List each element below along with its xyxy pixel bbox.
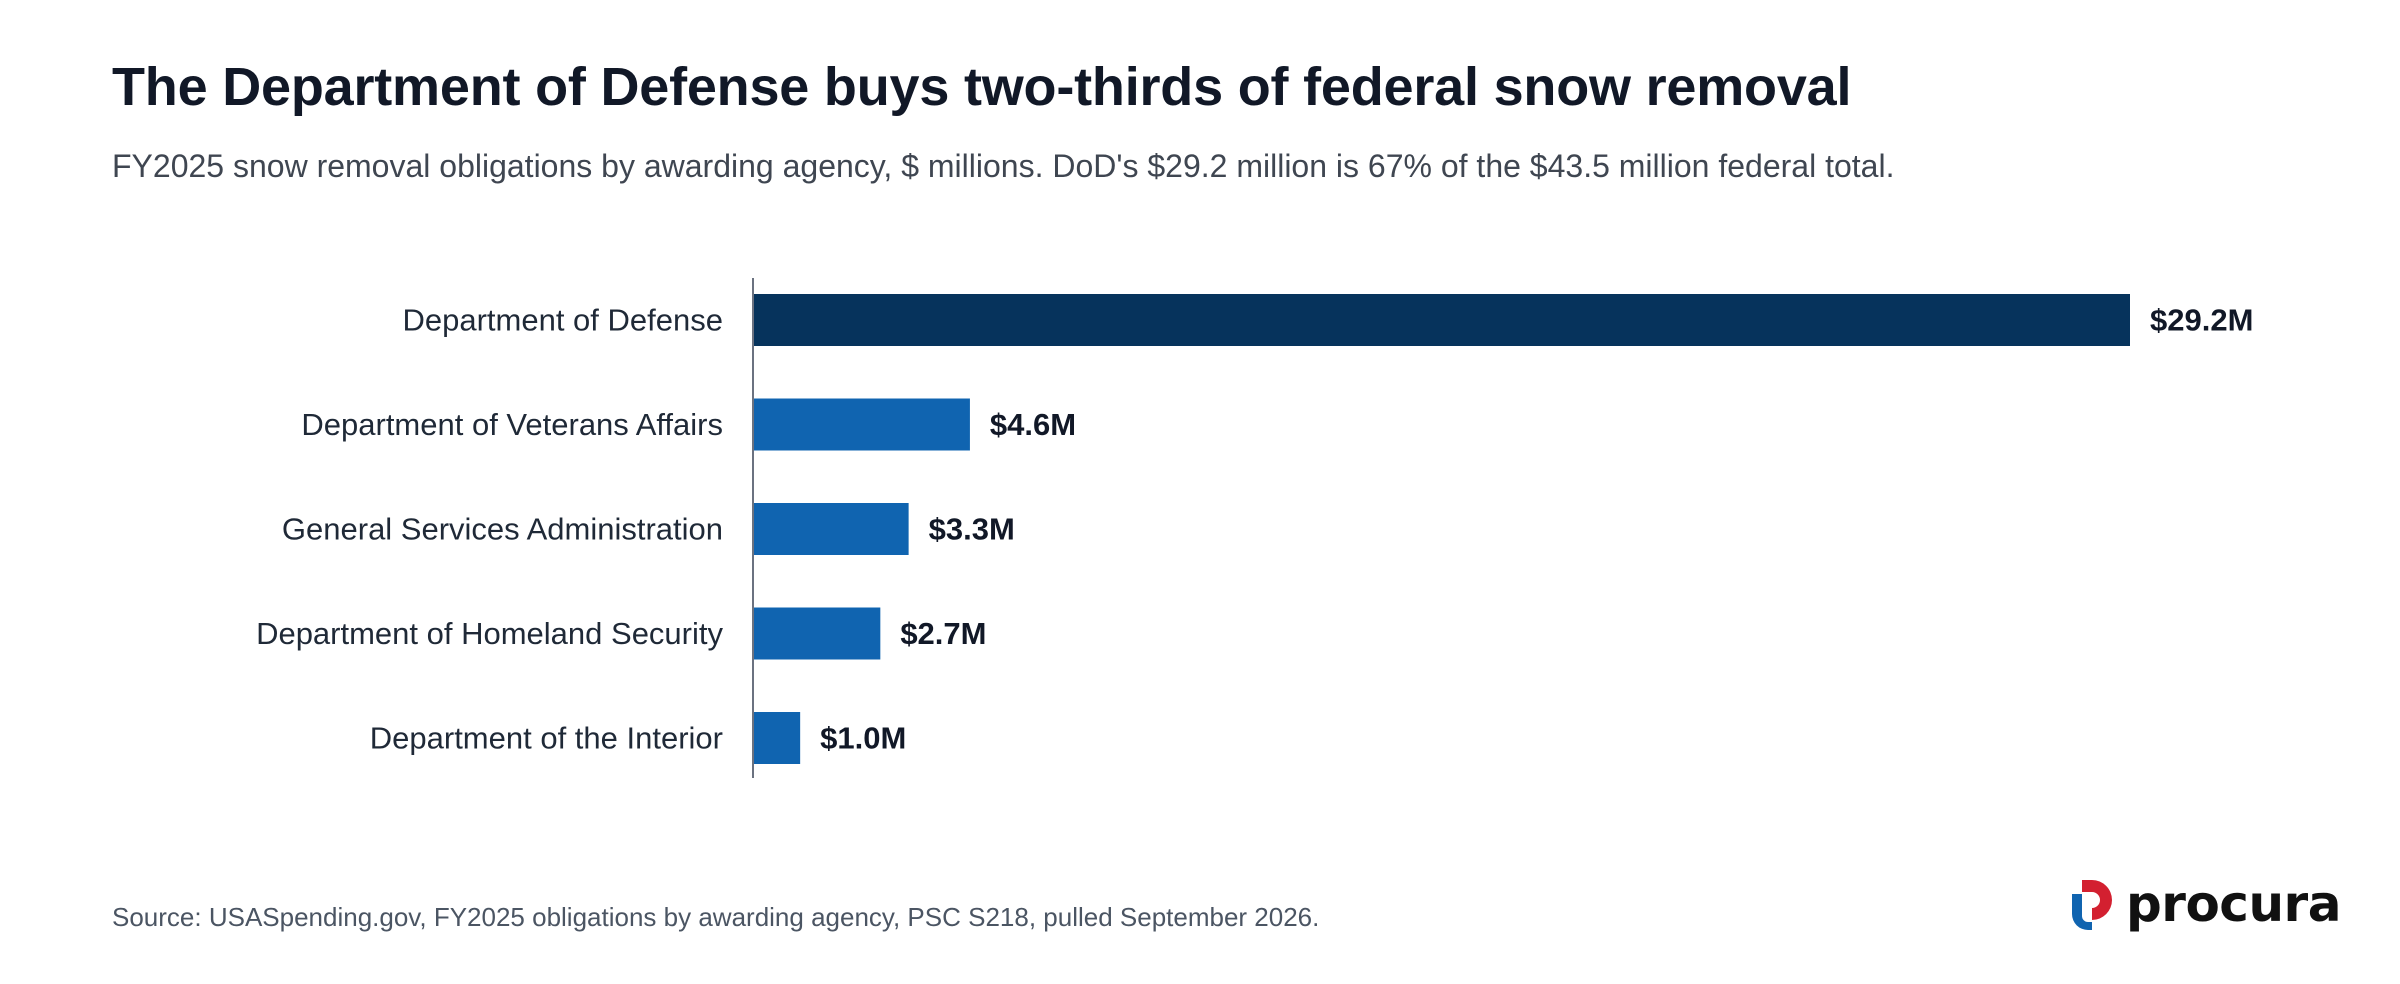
data-label: $3.3M — [929, 512, 1015, 547]
category-label: Department of Homeland Security — [256, 616, 723, 651]
bar-chart: Department of Defense $29.2M Department of… — [256, 278, 2253, 778]
bar — [753, 607, 881, 660]
bar — [753, 712, 801, 764]
category-label: Department of Defense — [402, 303, 723, 338]
bar — [753, 503, 909, 555]
data-label: $2.7M — [900, 616, 986, 651]
category-label: Department of Veterans Affairs — [301, 407, 723, 442]
bar — [753, 294, 2130, 346]
chart-subtitle: FY2025 snow removal obligations by award… — [112, 148, 1895, 184]
data-label: $1.0M — [820, 721, 906, 756]
chart-title: The Department of Defense buys two-third… — [112, 57, 1852, 117]
bar — [753, 398, 970, 451]
data-label: $29.2M — [2150, 303, 2253, 338]
bars-group: Department of Defense $29.2M Department of… — [256, 294, 2253, 764]
source-note: Source: USASpending.gov, FY2025 obligati… — [112, 902, 1320, 932]
data-label: $4.6M — [990, 407, 1076, 442]
procura-logo-text: procura — [2126, 875, 2341, 933]
procura-logo-mark-icon — [2072, 880, 2112, 930]
procura-logo: procura — [2068, 874, 2341, 934]
category-label: Department of the Interior — [370, 721, 723, 756]
category-label: General Services Administration — [282, 512, 723, 547]
